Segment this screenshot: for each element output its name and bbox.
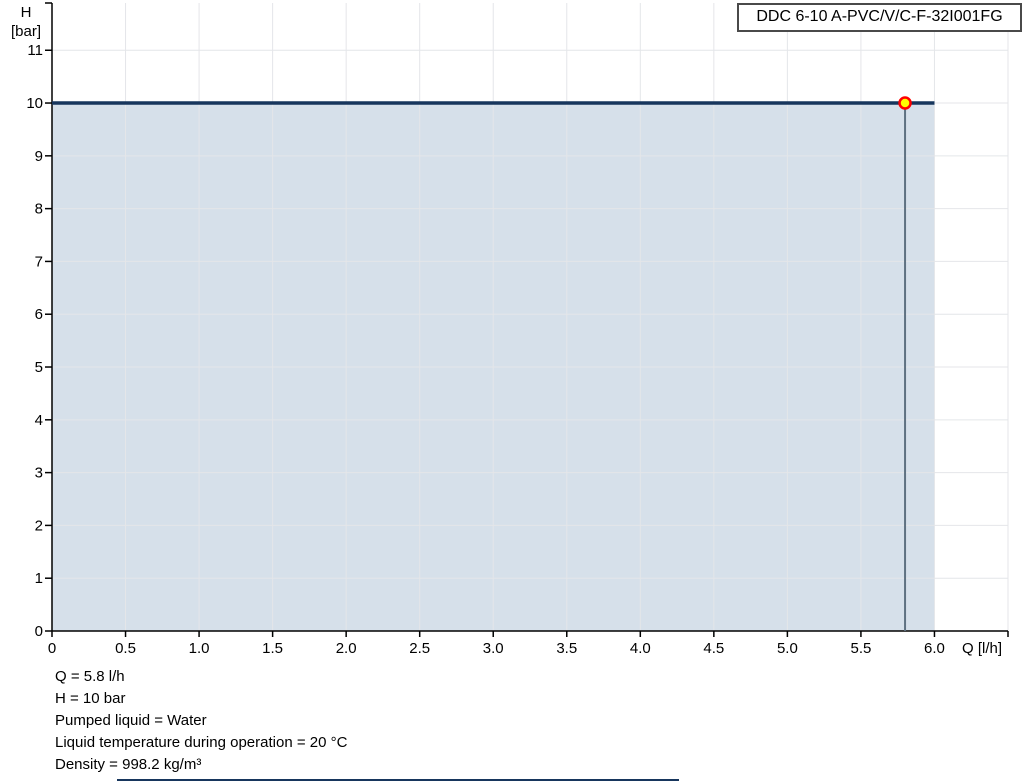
pump-model-title-box: DDC 6-10 A-PVC/V/C-F-32I001FG — [737, 3, 1022, 32]
y-tick-label: 5 — [35, 359, 43, 376]
x-tick-label: 4.0 — [630, 640, 651, 657]
y-tick-label: 6 — [35, 306, 43, 323]
x-tick-label: 2.0 — [336, 640, 357, 657]
summary-liquid-temperature: Liquid temperature during operation = 20… — [55, 734, 348, 751]
y-axis-label: H [bar] — [2, 3, 50, 41]
x-tick-label: 5.0 — [777, 640, 798, 657]
x-tick-label: 0.5 — [115, 640, 136, 657]
y-tick-label: 8 — [35, 201, 43, 218]
x-tick-label: 1.5 — [262, 640, 283, 657]
y-tick-label: 7 — [35, 253, 43, 270]
bottom-edge-line — [117, 779, 679, 781]
summary-head: H = 10 bar — [55, 690, 126, 707]
x-tick-label: 0 — [48, 640, 56, 657]
x-tick-label: 4.5 — [703, 640, 724, 657]
y-tick-label: 1 — [35, 570, 43, 587]
x-tick-label: 6.0 — [924, 640, 945, 657]
y-tick-label: 10 — [26, 95, 43, 112]
x-tick-label: 5.5 — [850, 640, 871, 657]
y-tick-label: 4 — [35, 412, 43, 429]
summary-density: Density = 998.2 kg/m³ — [55, 756, 202, 773]
x-tick-label: 3.0 — [483, 640, 504, 657]
y-tick-label: 9 — [35, 148, 43, 165]
x-tick-label: 2.5 — [409, 640, 430, 657]
y-tick-label: 2 — [35, 517, 43, 534]
y-axis-label-unit: [bar] — [10, 23, 41, 40]
summary-flow: Q = 5.8 l/h — [55, 668, 125, 685]
y-tick-label: 3 — [35, 465, 43, 482]
summary-pumped-liquid: Pumped liquid = Water — [55, 712, 207, 729]
pump-curve-chart: 0 0.5 1.0 1.5 2.0 2.5 3.0 3.5 4.0 4.5 5.0 5.5 6.0 0 1 2… — [26, 2, 1009, 657]
y-axis-label-symbol: H — [20, 4, 32, 21]
y-tick-label: 0 — [35, 623, 43, 640]
x-tick-label: 1.0 — [189, 640, 210, 657]
result-summary: Q = 5.8 l/h H = 10 bar Pumped liquid = W… — [55, 666, 347, 776]
x-axis-label: Q [l/h] — [962, 640, 1003, 657]
y-tick-label: 11 — [27, 42, 43, 59]
operating-point-marker[interactable] — [898, 96, 912, 110]
x-tick-label: 3.5 — [556, 640, 577, 657]
